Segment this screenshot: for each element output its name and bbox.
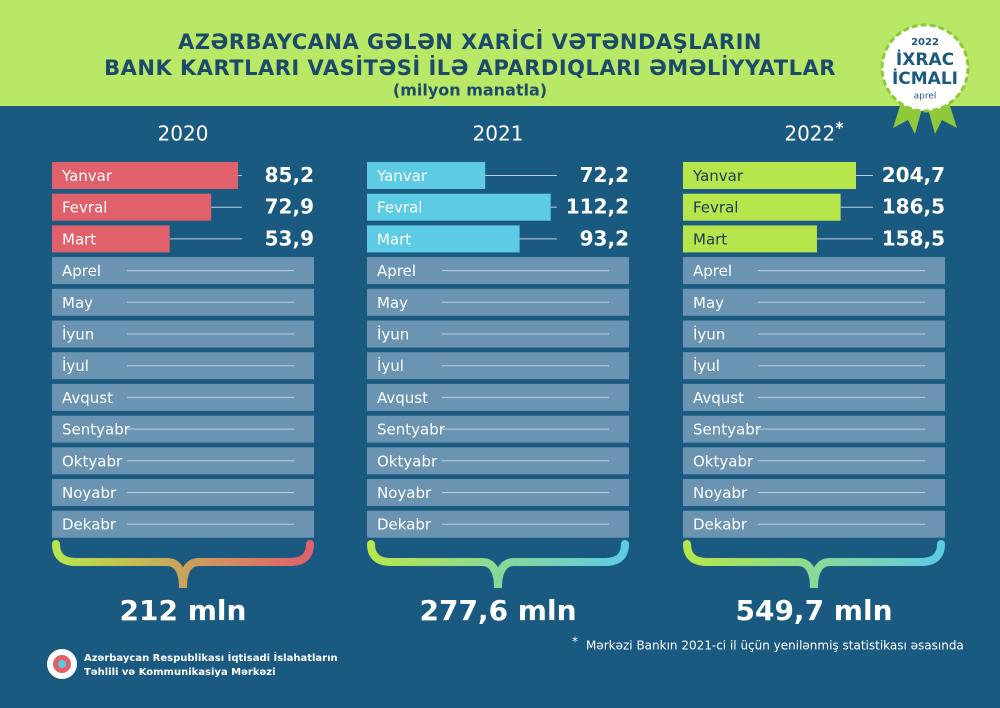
total: 212 mln [120,594,247,627]
total: 549,7 mln [735,594,892,627]
header-band [0,0,1000,106]
value-label: 204,7 [882,163,945,187]
org-name: Təhlili və Kommunikasiya Mərkəzi [84,667,276,678]
month-label: Noyabr [62,484,117,502]
value-label: 53,9 [265,226,314,250]
month-label: Avqust [693,389,744,407]
value-label: 158,5 [882,226,945,250]
month-label: May [62,294,93,312]
month-label: Oktyabr [377,452,438,470]
month-label: May [377,294,408,312]
value-label: 112,2 [566,195,629,219]
footnote-mark: * [572,635,578,649]
month-label: İyun [693,325,725,344]
value-label: 72,9 [265,195,314,219]
bar [367,225,520,253]
year-label: 2022* [784,118,844,146]
month-label: Avqust [377,389,428,407]
month-label: Avqust [62,389,113,407]
subtitle: (milyon manatla) [393,81,547,100]
bar [683,162,857,189]
value-label: 72,2 [580,163,629,187]
month-label: Sentyabr [693,421,762,439]
month-label: Aprel [377,262,416,280]
year-mark: * [835,118,844,137]
month-label: Noyabr [377,484,432,502]
total: 277,6 mln [419,594,576,627]
month-label: Fevral [377,199,422,217]
badge-text: İCMALI [892,67,958,89]
bar [683,225,817,253]
value-label: 93,2 [580,226,629,250]
month-label: İyul [377,356,404,375]
bar [367,162,486,189]
month-label: Dekabr [62,516,117,534]
badge: 2022 İXRAC İCMALI aprel [880,23,970,134]
badge-month: aprel [914,92,937,102]
month-label: Fevral [693,199,738,217]
year-label: 2021 [473,122,524,146]
month-label: Sentyabr [377,421,446,439]
badge-circle [880,23,970,113]
footnote: Mərkəzi Bankın 2021-ci il üçün yenilənmi… [586,639,964,653]
month-label: Mart [693,230,727,248]
brace [367,540,629,589]
org-logo [47,649,77,679]
month-label: Oktyabr [62,452,123,470]
month-label: Aprel [62,262,101,280]
bar [52,193,212,221]
badge-year: 2022 [911,37,939,48]
month-label: Noyabr [693,484,748,502]
value-label: 186,5 [882,195,945,219]
title: BANK KARTLARI VASİTƏSİ İLƏ APARDIQLARI Ə… [104,55,836,80]
org-name: Azərbaycan Respublikası İqtisadi İslahat… [84,650,338,664]
month-label: Mart [377,230,411,248]
month-label: May [693,294,724,312]
month-label: Yanvar [376,167,428,185]
month-label: Yanvar [692,167,744,185]
year-label: 2020 [158,122,209,146]
month-label: Mart [62,230,96,248]
month-label: Oktyabr [693,452,754,470]
title: AZƏRBAYCANA GƏLƏN XARİCİ VƏTƏNDAŞLARIN [178,29,762,54]
month-label: İyun [62,325,94,344]
month-label: Dekabr [377,516,432,534]
month-label: Yanvar [61,167,113,185]
bar [683,193,841,221]
brace [683,540,945,589]
badge-text: İXRAC [896,48,954,70]
month-label: İyul [62,356,89,375]
bar [367,193,551,221]
month-label: Fevral [62,199,107,217]
month-label: İyul [693,356,720,375]
month-label: Sentyabr [62,421,131,439]
logo-core [58,660,66,668]
bar [52,162,239,189]
brace [52,540,314,589]
bar [52,225,170,253]
month-label: Aprel [693,262,732,280]
month-label: Dekabr [693,516,748,534]
month-label: İyun [377,325,409,344]
value-label: 85,2 [265,163,314,187]
